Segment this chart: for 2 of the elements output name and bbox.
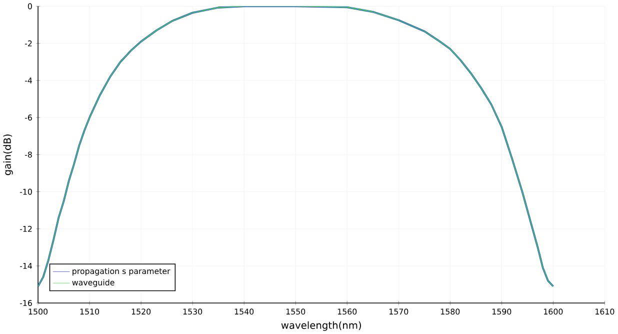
x-axis-title: wavelength(nm): [281, 321, 361, 331]
y-axis-title: gain(dB): [3, 134, 13, 176]
